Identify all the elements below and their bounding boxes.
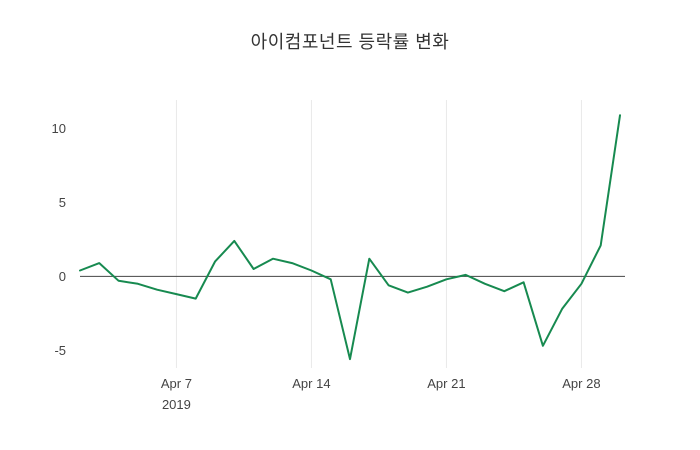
chart-title: 아이컴포넌트 등락률 변화 — [250, 32, 450, 52]
x-tick-label: Apr 7 — [161, 376, 192, 391]
x-tick-year-label: 2019 — [162, 397, 191, 412]
x-tick-label: Apr 14 — [292, 376, 330, 391]
y-tick-label: 5 — [59, 195, 66, 210]
price-change-line — [79, 114, 621, 361]
x-tick-label: Apr 28 — [562, 376, 600, 391]
y-tick-label: -5 — [54, 343, 66, 358]
y-tick-label: 10 — [52, 121, 66, 136]
x-tick-label: Apr 21 — [427, 376, 465, 391]
y-tick-label: 0 — [59, 269, 66, 284]
